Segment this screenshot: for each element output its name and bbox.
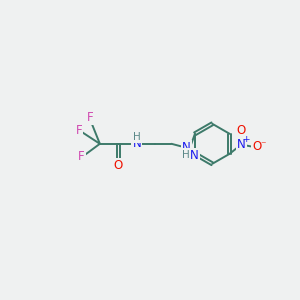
Text: +: + [242,135,250,144]
Text: O: O [114,159,123,172]
Text: F: F [87,111,94,124]
Text: N: N [190,149,199,162]
Text: N: N [182,141,190,154]
Text: N: N [237,138,245,151]
Text: F: F [76,124,82,137]
Text: O: O [236,124,246,137]
Text: H: H [182,150,190,160]
Text: H: H [133,132,141,142]
Text: ⁻: ⁻ [261,140,266,150]
Text: O: O [252,140,261,153]
Text: F: F [78,150,85,164]
Text: N: N [132,137,141,150]
